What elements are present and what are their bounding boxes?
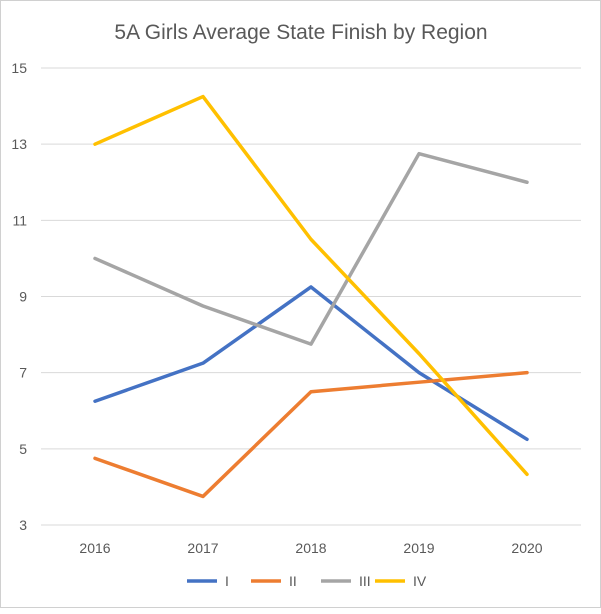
legend-label-iii: III [359, 573, 371, 589]
x-tick-label: 2020 [511, 540, 542, 556]
legend-label-ii: II [289, 573, 297, 589]
series-line-ii [95, 373, 527, 497]
legend-label-iv: IV [413, 573, 427, 589]
chart-title: 5A Girls Average State Finish by Region [114, 21, 487, 44]
y-tick-label: 11 [12, 212, 27, 228]
x-tick-label: 2019 [403, 540, 434, 556]
y-tick-label: 5 [19, 441, 27, 457]
gridlines [41, 68, 581, 525]
series-line-i [95, 287, 527, 439]
series-line-iii [95, 154, 527, 344]
y-tick-label: 7 [19, 365, 27, 381]
x-tick-label: 2016 [79, 540, 110, 556]
x-tick-label: 2017 [187, 540, 218, 556]
y-tick-label: 9 [19, 289, 27, 305]
y-tick-label: 15 [11, 60, 27, 76]
legend-label-i: I [225, 573, 229, 589]
y-axis-ticks: 3 5 7 9 11 13 15 [11, 60, 27, 533]
x-tick-label: 2018 [295, 540, 326, 556]
x-axis-ticks: 2016 2017 2018 2019 2020 [79, 540, 542, 556]
y-tick-label: 13 [11, 136, 27, 152]
y-tick-label: 3 [19, 517, 27, 533]
